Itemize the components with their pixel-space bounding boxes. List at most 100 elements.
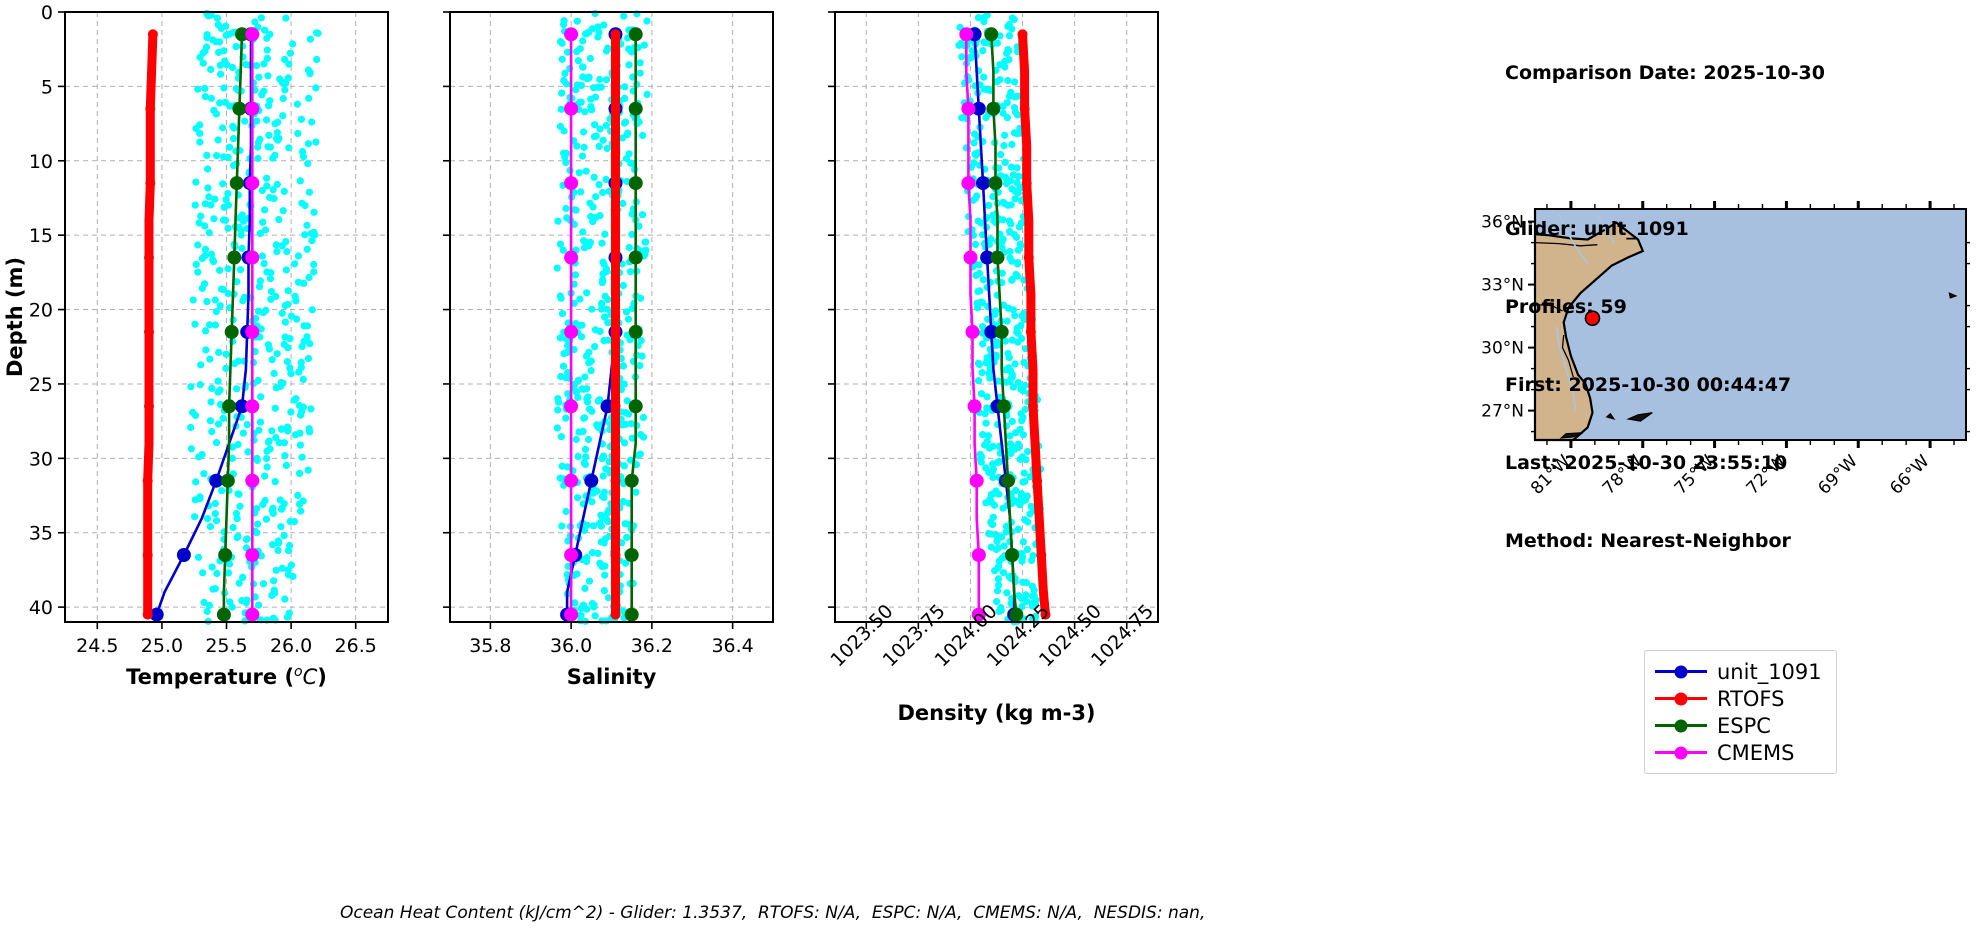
scatter-point — [557, 294, 565, 302]
scatter-point — [558, 462, 566, 470]
series-marker-cmems — [963, 250, 978, 265]
series-marker-rtofs — [147, 29, 158, 40]
series-marker-rtofs — [610, 550, 621, 560]
scatter-point — [598, 299, 606, 307]
scatter-point — [622, 308, 631, 316]
y-tick-label: 40 — [29, 597, 53, 619]
scatter-point — [618, 421, 626, 429]
scatter-point — [284, 344, 292, 352]
scatter-point — [294, 491, 302, 499]
map-island — [1605, 412, 1616, 421]
scatter-point — [1023, 545, 1031, 554]
scatter-point — [1005, 32, 1014, 40]
scatter-point — [594, 23, 602, 31]
scatter-point — [643, 90, 651, 98]
scatter-point — [604, 594, 613, 602]
scatter-point — [577, 611, 585, 620]
scatter-point — [993, 598, 1001, 606]
scatter-point — [286, 364, 294, 372]
scatter-point — [581, 244, 589, 252]
scatter-point — [558, 39, 566, 47]
scatter-point — [980, 85, 988, 93]
scatter-point — [207, 398, 215, 406]
scatter-point — [1014, 189, 1022, 197]
series-marker-rtofs — [610, 178, 621, 189]
scatter-point — [983, 393, 991, 401]
map-lat-label: 33°N — [1481, 276, 1524, 296]
series-marker-espc — [986, 101, 1001, 116]
scatter-point — [229, 135, 238, 143]
scatter-point — [301, 231, 309, 239]
scatter-point — [578, 385, 586, 393]
series-marker-espc — [994, 324, 1009, 339]
scatter-point — [289, 40, 297, 48]
scatter-point — [619, 199, 627, 208]
scatter-point — [256, 277, 264, 285]
scatter-point — [602, 76, 611, 84]
scatter-point — [202, 327, 210, 335]
scatter-point — [1018, 602, 1026, 611]
scatter-point — [563, 348, 571, 357]
scatter-point — [556, 240, 565, 248]
scatter-point — [999, 235, 1007, 243]
scatter-point — [966, 53, 974, 62]
series-marker-espc — [996, 399, 1011, 414]
scatter-point — [989, 193, 997, 201]
series-marker-espc — [628, 176, 643, 191]
scatter-point — [211, 195, 219, 203]
scatter-point — [285, 609, 293, 617]
scatter-point — [595, 28, 603, 36]
scatter-point — [207, 65, 215, 73]
scatter-point — [981, 410, 989, 418]
scatter-point — [985, 369, 993, 377]
map-landmass — [1533, 209, 1645, 442]
scatter-point — [586, 54, 595, 63]
scatter-point — [564, 390, 572, 398]
series-marker-cmems — [564, 473, 579, 488]
scatter-point — [195, 453, 203, 461]
scatter-point — [623, 533, 631, 542]
scatter-point — [590, 133, 599, 141]
scatter-point — [200, 598, 208, 607]
scatter-point — [1029, 552, 1037, 560]
scatter-point — [310, 260, 318, 269]
y-tick-label: 5 — [41, 76, 53, 98]
scatter-point — [194, 268, 202, 276]
map-frame — [1534, 208, 1967, 441]
scatter-point — [587, 367, 595, 375]
scatter-point — [200, 470, 208, 478]
scatter-point — [260, 60, 268, 68]
scatter-point — [979, 276, 988, 284]
legend-item-rtofs: RTOFS — [1655, 685, 1822, 712]
scatter-point — [574, 393, 582, 401]
series-marker-espc — [1009, 607, 1024, 622]
scatter-point — [557, 433, 566, 441]
scatter-point — [234, 440, 242, 449]
scatter-point — [581, 238, 589, 246]
scatter-point — [284, 427, 292, 435]
scatter-point — [276, 382, 285, 391]
scatter-point — [274, 537, 282, 545]
scatter-point — [209, 585, 217, 593]
scatter-point — [626, 268, 635, 276]
series-marker-unit_1091 — [149, 607, 164, 622]
scatter-point — [216, 99, 224, 107]
scatter-point — [622, 155, 631, 163]
scatter-point — [201, 84, 209, 93]
series-marker-espc — [628, 324, 643, 339]
map-state-border — [1534, 303, 1563, 312]
series-marker-rtofs — [610, 326, 621, 337]
scatter-point — [308, 237, 316, 245]
scatter-point — [216, 266, 224, 274]
series-marker-espc — [628, 250, 643, 265]
scatter-point — [239, 429, 247, 437]
scatter-point — [271, 404, 279, 412]
scatter-point — [254, 520, 262, 528]
scatter-point — [585, 359, 593, 367]
scatter-point — [639, 413, 648, 422]
scatter-point — [263, 116, 271, 124]
scatter-point — [619, 281, 627, 290]
scatter-point — [971, 150, 979, 158]
scatter-point — [208, 384, 216, 392]
y-tick-label: 35 — [29, 523, 53, 545]
